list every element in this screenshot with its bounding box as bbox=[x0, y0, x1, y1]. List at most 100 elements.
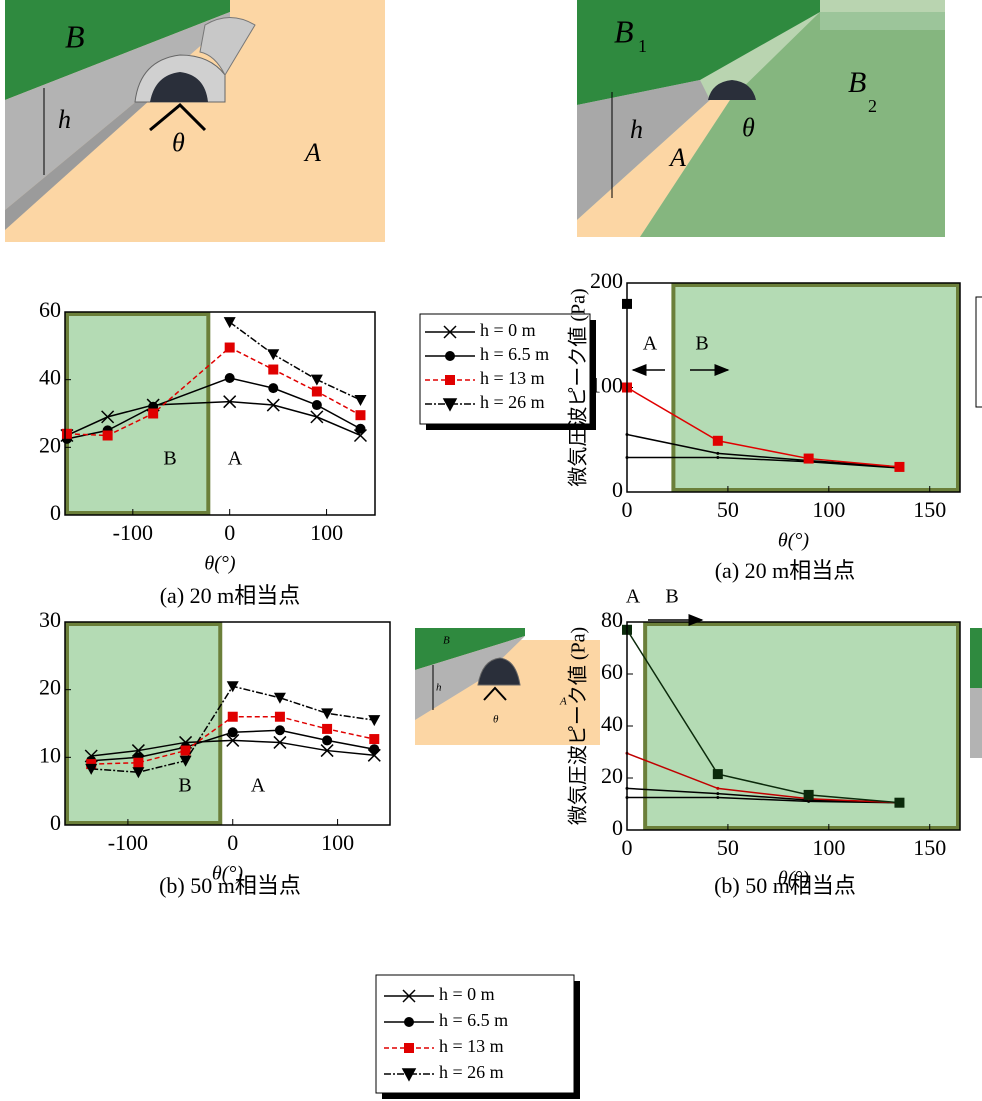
legend-marker bbox=[404, 1017, 414, 1027]
illustration-label: A bbox=[303, 138, 321, 167]
y-tick-label: 100 bbox=[590, 373, 623, 398]
illustration-label: θ bbox=[172, 128, 185, 157]
marker bbox=[355, 424, 365, 434]
caption: (a) 20 m相当点 bbox=[160, 583, 301, 608]
marker bbox=[103, 430, 113, 440]
marker bbox=[312, 387, 322, 397]
illustration-label: h bbox=[436, 682, 442, 694]
point bbox=[716, 456, 719, 459]
marker bbox=[225, 343, 235, 353]
x-tick-label: 50 bbox=[717, 497, 739, 522]
y-tick-label: 20 bbox=[39, 432, 61, 457]
illustration-label: B bbox=[443, 635, 450, 647]
x-tick-label: 150 bbox=[913, 835, 946, 860]
marker bbox=[369, 744, 379, 754]
caption: (b) 50 m相当点 bbox=[159, 873, 301, 898]
illustration-label: B bbox=[65, 18, 85, 54]
x-axis-label: θ(°) bbox=[204, 553, 235, 575]
x-tick-label: 0 bbox=[622, 497, 633, 522]
caption: (b) 50 m相当点 bbox=[714, 873, 856, 898]
illustration-label: A bbox=[668, 143, 686, 172]
marker bbox=[804, 454, 814, 464]
point bbox=[716, 452, 719, 455]
marker bbox=[275, 725, 285, 735]
x-tick-label: 0 bbox=[224, 520, 235, 545]
legend-marker bbox=[445, 375, 455, 385]
illustration-label: 1 bbox=[638, 36, 647, 56]
x-tick-label: 100 bbox=[812, 835, 845, 860]
y-tick-label: 40 bbox=[601, 711, 623, 736]
marker bbox=[713, 769, 723, 779]
annotation: A bbox=[643, 333, 658, 355]
x-tick-label: -100 bbox=[108, 830, 148, 855]
marker bbox=[148, 409, 158, 419]
illustration-label: B bbox=[614, 13, 634, 49]
annotation: B bbox=[163, 448, 176, 470]
y-tick-label: 0 bbox=[50, 500, 61, 525]
x-tick-label: 100 bbox=[321, 830, 354, 855]
point bbox=[716, 792, 719, 795]
y-tick-label: 0 bbox=[50, 810, 61, 835]
highlight-region bbox=[67, 624, 220, 823]
annotation: B bbox=[695, 333, 708, 355]
y-tick-label: 80 bbox=[601, 607, 623, 632]
page: {"illustrations": { "left": {"labels": [… bbox=[0, 0, 982, 1101]
point bbox=[716, 796, 719, 799]
figure: BhθAB1hAθB2BhθA0204060-1000100BAθ(°)(a) … bbox=[0, 0, 982, 1101]
marker bbox=[181, 746, 191, 756]
annotation: B bbox=[178, 775, 191, 797]
annotation: B bbox=[665, 586, 678, 608]
legend-marker bbox=[445, 351, 455, 361]
y-tick-label: 40 bbox=[39, 365, 61, 390]
marker bbox=[894, 798, 904, 808]
x-tick-label: 0 bbox=[622, 835, 633, 860]
y-tick-label: 200 bbox=[590, 268, 623, 293]
marker bbox=[894, 462, 904, 472]
marker bbox=[268, 365, 278, 375]
y-tick-label: 60 bbox=[39, 297, 61, 322]
y-axis-label: 微気圧波ピーク値 (Pa) bbox=[567, 627, 590, 825]
y-tick-label: 20 bbox=[601, 763, 623, 788]
legend-label: h = 0 m bbox=[439, 984, 495, 1004]
annotation: A bbox=[251, 775, 266, 797]
legend-label: h = 26 m bbox=[439, 1062, 504, 1082]
marker bbox=[228, 712, 238, 722]
x-tick-label: 150 bbox=[913, 497, 946, 522]
x-tick-label: 0 bbox=[227, 830, 238, 855]
marker bbox=[62, 429, 72, 439]
x-axis-label: θ(°) bbox=[778, 530, 809, 552]
marker bbox=[225, 373, 235, 383]
annotation: A bbox=[228, 448, 243, 470]
caption: (a) 20 m相当点 bbox=[715, 558, 856, 583]
legend-label: h = 13 m bbox=[439, 1036, 504, 1056]
y-tick-label: 30 bbox=[39, 607, 61, 632]
point bbox=[716, 787, 719, 790]
illustration-label: θ bbox=[742, 113, 755, 142]
y-axis-label: 微気圧波ピーク値 (Pa) bbox=[567, 288, 590, 486]
marker bbox=[369, 734, 379, 744]
highlight-region bbox=[67, 314, 208, 513]
illustration-label: A bbox=[559, 696, 567, 708]
x-tick-label: 100 bbox=[812, 497, 845, 522]
marker bbox=[713, 436, 723, 446]
legend-marker bbox=[404, 1043, 414, 1053]
y-tick-label: 20 bbox=[39, 675, 61, 700]
illustration-label: B bbox=[848, 66, 866, 99]
annotation: A bbox=[626, 586, 641, 608]
legend-label: h = 0 m bbox=[480, 320, 536, 340]
illustration-label: h bbox=[630, 115, 643, 144]
marker bbox=[355, 410, 365, 420]
x-tick-label: 50 bbox=[717, 835, 739, 860]
illustration-label: 2 bbox=[868, 96, 877, 116]
legend-fragment bbox=[976, 297, 982, 407]
marker bbox=[268, 383, 278, 393]
x-tick-label: 100 bbox=[310, 520, 343, 545]
marker bbox=[228, 727, 238, 737]
legend-label: h = 6.5 m bbox=[439, 1010, 508, 1030]
marker bbox=[133, 758, 143, 768]
y-tick-label: 60 bbox=[601, 659, 623, 684]
chart: 0100200050100150ABθ(°)微気圧波ピーク値 (Pa)(a) 2… bbox=[567, 268, 960, 583]
